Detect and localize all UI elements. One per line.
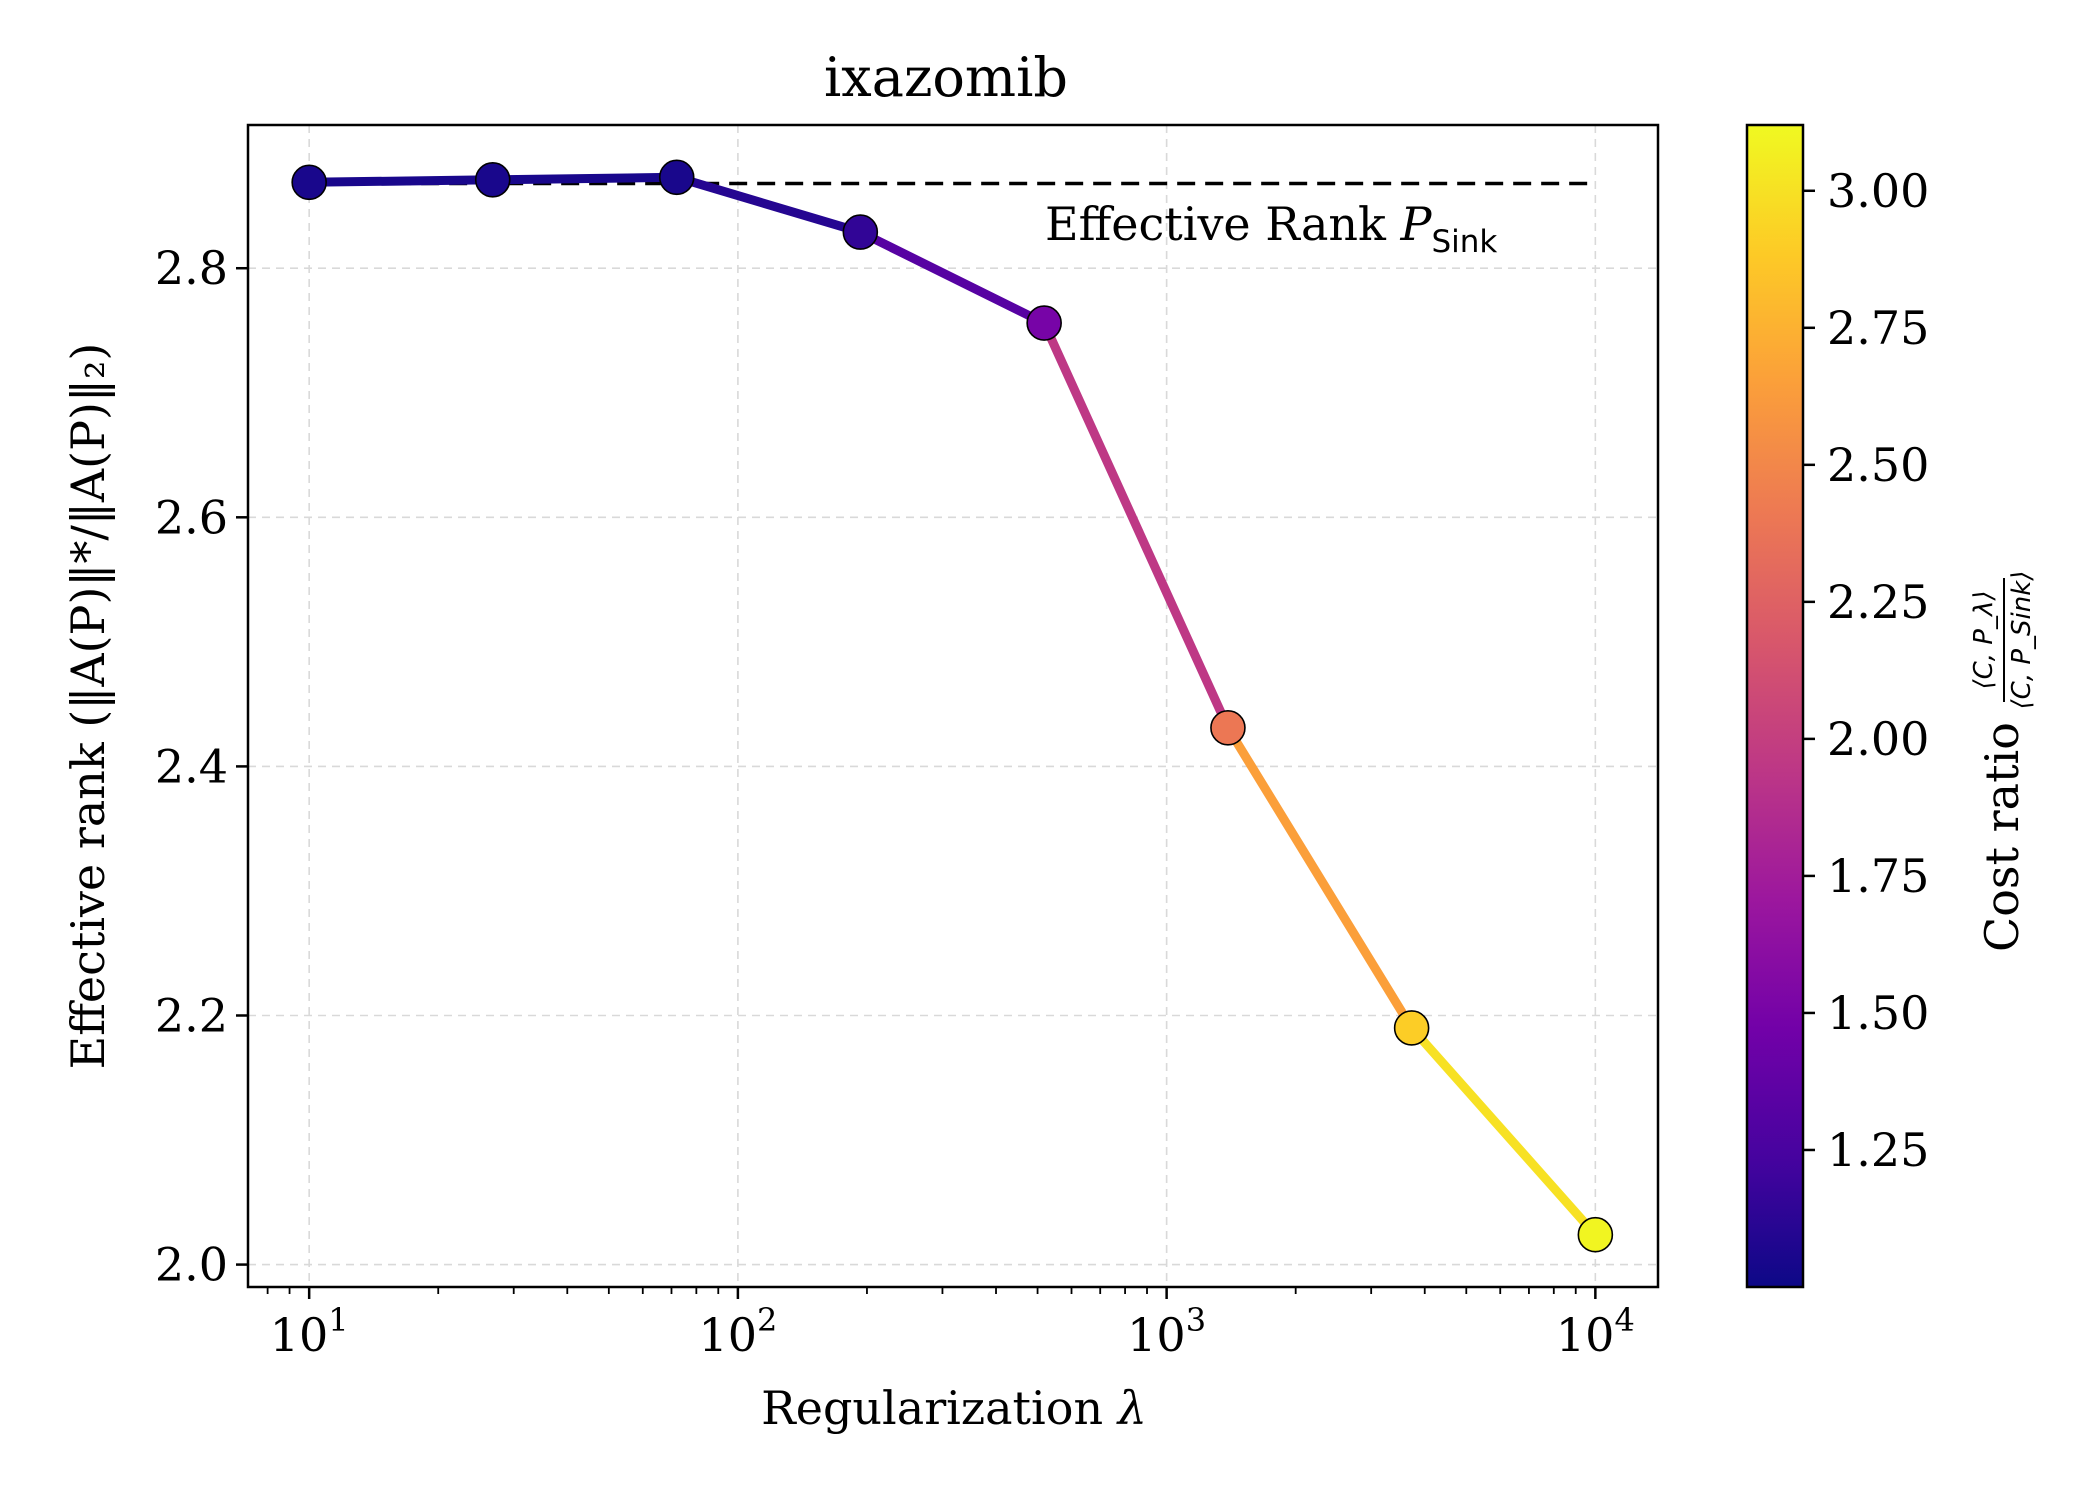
data-point [1210,709,1246,746]
series-segment [1039,318,1233,733]
x-tick-label-exponent: 4 [1614,1301,1634,1339]
x-tick-label-exponent: 1 [328,1301,348,1339]
data-point [474,161,511,198]
data-point [1577,1216,1614,1253]
x-tick-label-base: 10 [1127,1308,1186,1362]
y-tick-label: 2.6 [155,490,228,544]
x-axis-label-symbol: λ [1116,1381,1147,1435]
series-segment [672,172,865,237]
series-segment [304,175,498,187]
data-point [1393,1010,1430,1046]
colorbar [1745,123,1805,1289]
y-axis-ticks: 2.0 2.2 2.4 2.6 2.8 [155,241,248,1292]
y-tick-label: 2.8 [155,241,228,295]
x-axis-label-prefix: Regularization [761,1381,1118,1435]
reference-line-label: Effective Rank PSink [1045,197,1497,260]
y-axis-label: Effective rank (‖A(P)‖*/‖A(P)‖₂) [61,343,115,1070]
data-point [291,164,327,201]
colorbar-ticks: 1.25 1.50 1.75 2.00 2.25 2.50 2.75 3.00 [1803,164,1929,1177]
series-line-group [304,172,1600,1240]
colorbar-label-denominator: ⟨C, P_Sink⟩ [2007,571,2037,710]
x-tick-label: 104 [1556,1301,1635,1362]
data-point [658,159,695,196]
colorbar-tick-label: 2.25 [1827,575,1929,629]
reference-line-label-subscript: Sink [1431,224,1497,260]
x-tick-label-base: 10 [270,1308,329,1362]
data-point [842,214,879,250]
x-tick-label-base: 10 [1556,1308,1615,1362]
series-segment [855,227,1049,328]
colorbar-tick-label: 2.00 [1827,712,1929,766]
y-tick-label: 2.4 [155,739,228,793]
colorbar-tick-label: 1.50 [1827,986,1929,1040]
colorbar-label-numerator: ⟨C, P_λ⟩ [1969,590,1999,689]
x-tick-label-exponent: 3 [1186,1301,1206,1339]
reference-line-label-symbol: P [1400,197,1433,251]
series-segment [1223,723,1417,1033]
chart-title: ixazomib [824,46,1068,109]
data-point [1026,305,1062,341]
series-segment [1407,1023,1600,1240]
x-axis-ticks: 101 102 103 104 [266,1287,1635,1362]
colorbar-tick-label: 3.00 [1827,164,1929,218]
colorbar-label-text: Cost ratio [1975,722,2029,952]
data-points-group [291,159,1614,1253]
series-segment [488,172,682,185]
colorbar-tick-label: 1.75 [1827,849,1929,903]
grid-lines [248,125,1658,1287]
colorbar-label: Cost ratio ⟨C, P_λ⟩ ⟨C, P_Sink⟩ [1969,571,2037,952]
colorbar-tick-label: 1.25 [1827,1123,1929,1177]
colorbar-tick-label: 2.75 [1827,301,1929,355]
x-tick-label-base: 10 [698,1308,757,1362]
x-axis-label: Regularization λ [761,1381,1147,1435]
plot-frame [246,123,1660,1289]
colorbar-tick-label: 2.50 [1827,438,1929,492]
x-tick-label: 102 [698,1301,777,1362]
x-tick-label: 101 [270,1301,349,1362]
y-tick-label: 2.0 [155,1238,228,1292]
y-tick-label: 2.2 [155,988,228,1042]
reference-line-label-prefix: Effective Rank [1045,197,1401,251]
x-tick-label-exponent: 2 [757,1301,777,1339]
x-tick-label: 103 [1127,1301,1206,1362]
